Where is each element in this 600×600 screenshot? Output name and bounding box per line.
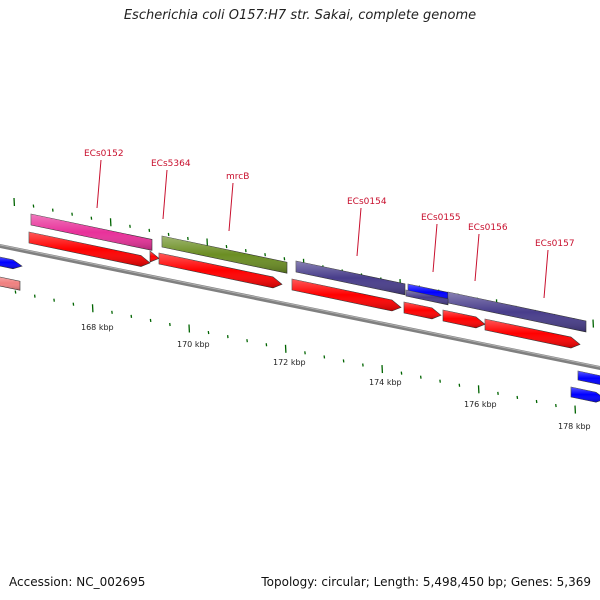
gene-label-leader [543, 249, 549, 299]
cds-5-shade [404, 302, 441, 319]
gene-label-leader [162, 169, 168, 220]
tick-row-bottom [14, 290, 577, 414]
genome-stats-text: Topology: circular; Length: 5,498,450 bp… [261, 575, 591, 589]
gene-lower-right-blue-bar-shade [571, 387, 600, 403]
gene-ecs0154-bar-shade [296, 261, 405, 295]
scale-labels: 168 kbp 170 kbp 172 kbp 174 kbp 176 kbp 178 k… [81, 323, 591, 431]
backbone-highlight [0, 244, 600, 368]
gene-ecs0152-bar-shade [31, 214, 152, 251]
gene-ecs0155-bar-shade [408, 284, 448, 301]
gene-label: ECs5364 [151, 159, 191, 169]
gene-ecs0156-bar-shade [448, 292, 586, 332]
cds-1-shade [29, 232, 150, 267]
gene-label: ECs0152 [84, 149, 124, 159]
gene-labels: ECs0152 ECs5364 mrcB ECs0154 ECs0155 ECs0156 E… [84, 149, 575, 299]
gene-label-leader [474, 233, 480, 282]
scale-label: 170 kbp [177, 340, 210, 349]
feature-track [0, 213, 600, 403]
gene-left-salmon-bar-shade [0, 277, 20, 291]
scale-label: 178 kbp [558, 422, 591, 431]
gene-label: ECs0156 [468, 223, 508, 233]
scale-label: 168 kbp [81, 323, 114, 332]
gene-ecs0155-slate-bar-shade [406, 290, 448, 305]
gene-label: ECs0155 [421, 213, 461, 223]
accession-text: Accession: NC_002695 [9, 575, 146, 589]
gene-left-blue-bar-shade [0, 257, 22, 269]
backbone-line [0, 243, 600, 371]
gene-label-leader [432, 223, 438, 273]
cds-3-shade [159, 253, 282, 288]
scale-label: 174 kbp [369, 378, 402, 387]
gene-label-leader [96, 159, 102, 209]
gene-label: mrcB [226, 172, 249, 182]
cds-6-shade [443, 310, 485, 328]
gene-label-leader [356, 207, 362, 257]
cds-2-shade [150, 251, 159, 262]
backbone [0, 243, 600, 371]
gene-mrcb-bar-shade [162, 236, 287, 274]
cds-7-shade [485, 319, 580, 349]
gene-label: ECs0157 [535, 239, 575, 249]
scale-label: 176 kbp [464, 400, 497, 409]
map-title: Escherichia coli O157:H7 str. Sakai, com… [123, 8, 477, 23]
scale-label: 172 kbp [273, 358, 306, 367]
gene-label: ECs0154 [347, 197, 387, 207]
gene-right-blue-bar-shade [578, 371, 600, 385]
cds-4-shade [292, 279, 401, 311]
gene-label-leader [228, 182, 234, 232]
